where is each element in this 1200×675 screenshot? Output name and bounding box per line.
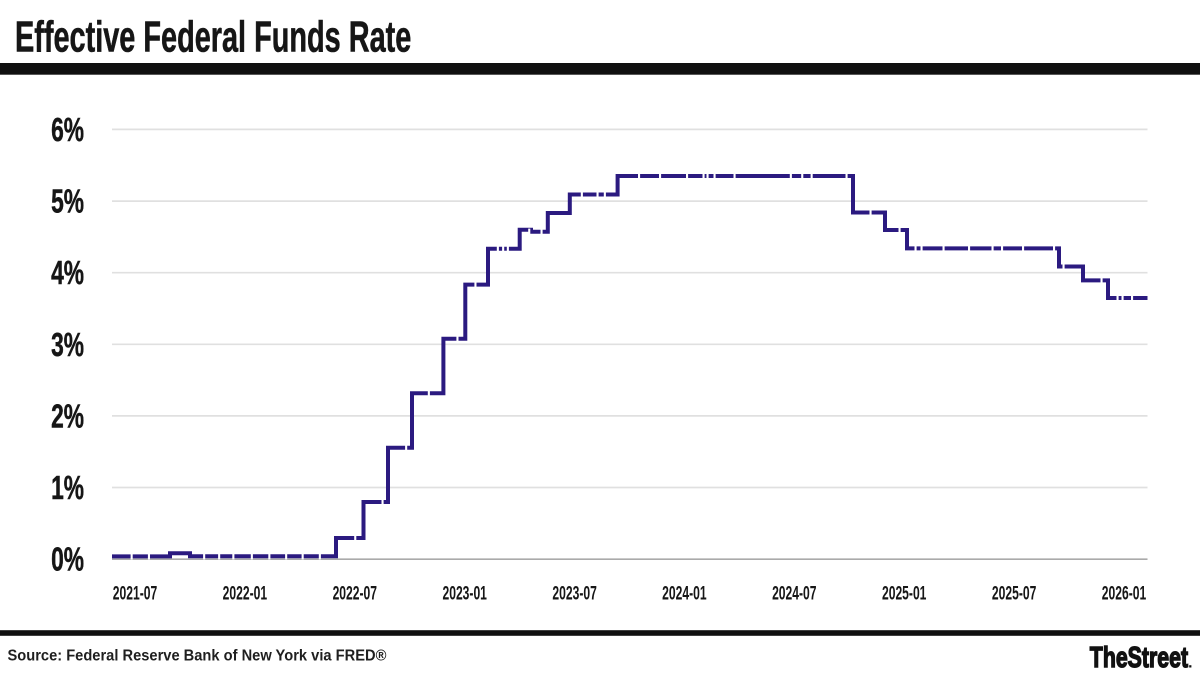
svg-text:1%: 1% — [51, 470, 84, 507]
svg-text:2024-07: 2024-07 — [772, 583, 817, 605]
svg-text:6%: 6% — [51, 112, 84, 149]
svg-text:2021-07: 2021-07 — [113, 583, 158, 605]
svg-text:0%: 0% — [51, 541, 84, 578]
svg-text:TheStreet: TheStreet — [1090, 642, 1189, 674]
svg-text:Effective Federal Funds Rate: Effective Federal Funds Rate — [15, 11, 411, 61]
svg-text:2026-01: 2026-01 — [1102, 583, 1147, 605]
svg-text:2025-01: 2025-01 — [882, 583, 927, 605]
svg-text:2022-07: 2022-07 — [333, 583, 378, 605]
svg-text:2023-07: 2023-07 — [552, 583, 597, 605]
svg-text:2%: 2% — [51, 398, 84, 435]
svg-text:2025-07: 2025-07 — [992, 583, 1037, 605]
svg-text:2022-01: 2022-01 — [223, 583, 268, 605]
svg-text:5%: 5% — [51, 183, 84, 220]
svg-text:Source: Federal Reserve Bank o: Source: Federal Reserve Bank of New York… — [8, 647, 388, 665]
svg-text:2023-01: 2023-01 — [442, 583, 487, 605]
svg-text:4%: 4% — [51, 255, 84, 292]
svg-text:2024-01: 2024-01 — [662, 583, 707, 605]
svg-text:3%: 3% — [51, 327, 84, 364]
